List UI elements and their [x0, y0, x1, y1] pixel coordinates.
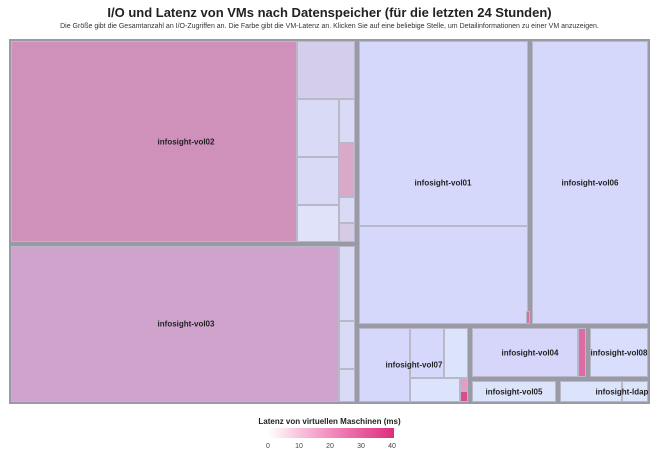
group-label: infosight-vol02: [157, 137, 215, 147]
vm-cell[interactable]: [11, 246, 339, 402]
vm-cell[interactable]: [532, 41, 648, 324]
legend-tick-label: 0: [266, 443, 270, 450]
group-label: infosight-vol07: [385, 360, 443, 370]
vm-cell[interactable]: [410, 378, 460, 402]
legend-color-scale: [268, 428, 394, 438]
group-label: infosight-vol05: [485, 387, 543, 397]
group-label: infosight-vol06: [561, 178, 619, 188]
group-label: infosight-vol04: [501, 348, 559, 358]
vm-cell[interactable]: [410, 328, 444, 378]
group-label: infosight-ldap: [595, 387, 649, 397]
legend-tick-label: 40: [388, 443, 396, 450]
vm-cell[interactable]: [339, 321, 355, 369]
vm-cell[interactable]: [526, 311, 530, 324]
vm-cell[interactable]: [339, 197, 355, 223]
group-infosight-vol03[interactable]: [9, 244, 357, 404]
legend-tick-label: 30: [357, 443, 365, 450]
vm-cell[interactable]: [339, 99, 355, 143]
group-infosight-vol01[interactable]: [357, 39, 530, 326]
group-label: infosight-vol01: [414, 178, 472, 188]
vm-cell[interactable]: [472, 328, 578, 377]
group-infosight-ldap[interactable]: [558, 379, 650, 404]
vm-cell[interactable]: [444, 328, 468, 378]
vm-cell[interactable]: [339, 143, 355, 197]
group-infosight-vol07[interactable]: [357, 326, 470, 404]
legend-tick-label: 20: [326, 443, 334, 450]
vm-cell[interactable]: [297, 99, 339, 157]
group-infosight-vol02[interactable]: [9, 39, 357, 244]
vm-cell[interactable]: [339, 246, 355, 321]
group-infosight-vol06[interactable]: [530, 39, 650, 326]
legend-title: Latenz von virtuellen Maschinen (ms): [258, 417, 401, 426]
chart-title: I/O und Latenz von VMs nach Datenspeiche…: [107, 5, 552, 20]
vm-cell[interactable]: [297, 157, 339, 205]
vm-cell[interactable]: [622, 381, 648, 402]
vm-cell[interactable]: [460, 378, 468, 391]
vm-cell[interactable]: [297, 205, 339, 242]
group-infosight-vol04[interactable]: [470, 326, 588, 379]
vm-cell[interactable]: [590, 328, 648, 377]
legend-tick-label: 10: [295, 443, 303, 450]
group-infosight-vol08[interactable]: [588, 326, 650, 379]
vm-cell[interactable]: [359, 41, 528, 226]
vm-cell[interactable]: [339, 223, 355, 242]
group-label: infosight-vol03: [157, 319, 215, 329]
vm-cell[interactable]: [359, 328, 410, 402]
vm-cell[interactable]: [560, 381, 622, 402]
vm-cell[interactable]: [339, 369, 355, 402]
vm-cell[interactable]: [472, 381, 556, 402]
group-label: infosight-vol08: [590, 348, 648, 358]
vm-cell[interactable]: [460, 391, 468, 402]
vm-cell[interactable]: [297, 41, 355, 99]
vm-cell[interactable]: [578, 328, 586, 377]
vm-cell[interactable]: [11, 41, 297, 242]
vm-cell[interactable]: [359, 226, 528, 324]
chart-subtitle: Die Größe gibt die Gesamtanzahl an I/O-Z…: [60, 23, 599, 30]
group-infosight-vol05[interactable]: [470, 379, 558, 404]
treemap[interactable]: infosight-vol02 infosight-vol03 infosigh…: [9, 39, 650, 404]
